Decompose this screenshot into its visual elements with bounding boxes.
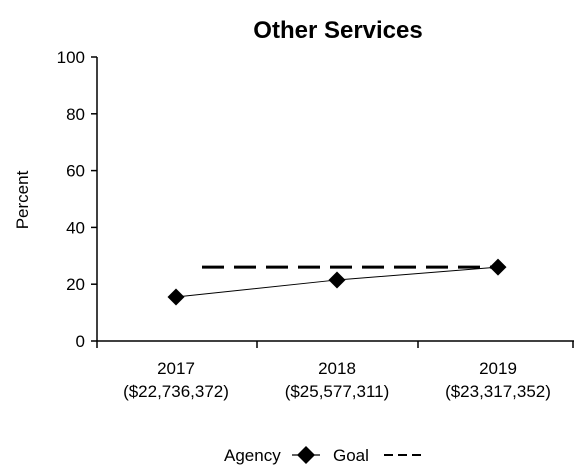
x-tick-label-amount: ($22,736,372) [123, 382, 229, 401]
agency-data-point [328, 271, 346, 289]
series-layer [167, 258, 507, 306]
y-tick-label: 0 [76, 332, 85, 351]
agency-data-point [167, 288, 185, 306]
y-axis-label: Percent [13, 170, 32, 229]
chart-title: Other Services [253, 17, 422, 44]
x-tick-label-year: 2019 [479, 359, 517, 378]
x-tick-label-amount: ($23,317,352) [445, 382, 551, 401]
y-tick-label: 20 [66, 275, 85, 294]
x-ticks: 2017 ($22,736,372) 2018 ($25,577,311) 2019 ($… [96, 341, 574, 401]
agency-data-point [489, 258, 507, 276]
legend-agency-diamond-icon [297, 446, 315, 464]
y-tick-label: 60 [66, 162, 85, 181]
y-tick-label: 40 [66, 218, 85, 237]
legend-agency-label: Agency [224, 446, 281, 465]
legend: Agency Goal [224, 446, 424, 465]
x-tick-label-amount: ($25,577,311) [285, 382, 390, 401]
y-ticks: 0 20 40 60 80 100 [57, 48, 97, 351]
y-tick-label: 80 [66, 105, 85, 124]
y-tick-label: 100 [57, 48, 85, 67]
x-tick-label-year: 2017 [157, 359, 195, 378]
x-tick-label-year: 2018 [318, 359, 356, 378]
legend-goal-label: Goal [333, 446, 369, 465]
